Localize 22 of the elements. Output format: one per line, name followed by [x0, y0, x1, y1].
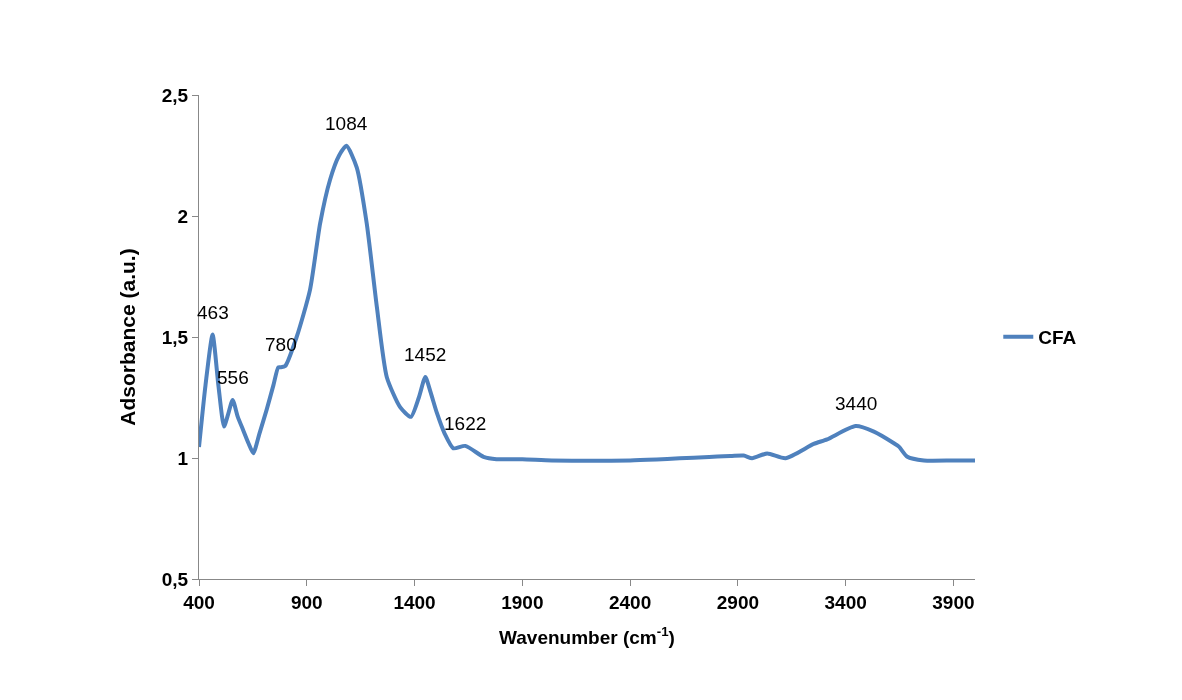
- x-tick-label: 900: [290, 591, 323, 613]
- y-tick-label: 1,5: [161, 326, 189, 348]
- x-tick-label: 1900: [501, 591, 544, 613]
- y-tick-label: 2,5: [161, 84, 189, 106]
- x-tick-label: 2900: [716, 591, 760, 613]
- y-axis-title: Adsorbance (a.u.): [115, 248, 139, 426]
- annotation: 463: [197, 302, 229, 323]
- x-tick-label: 400: [183, 591, 215, 613]
- x-tick-label: 2400: [608, 591, 652, 613]
- x-tick-label: 1400: [393, 591, 436, 613]
- y-tick-label: 0,5: [161, 568, 189, 590]
- line-series: [199, 143, 975, 463]
- annotation: 3440: [835, 393, 878, 414]
- annotation: 1622: [444, 413, 487, 434]
- annotation: 1452: [404, 344, 447, 365]
- x-tick-label: 3400: [824, 591, 867, 613]
- x-tick-label: 3900: [932, 591, 975, 613]
- legend-label: CFA: [1038, 327, 1077, 349]
- x-axis-title: Wavenumber (cm$^{-1}$): [499, 623, 675, 648]
- annotation: 1084: [325, 113, 368, 134]
- y-tick-label: 1: [177, 447, 189, 469]
- y-tick-label: 2: [177, 205, 189, 227]
